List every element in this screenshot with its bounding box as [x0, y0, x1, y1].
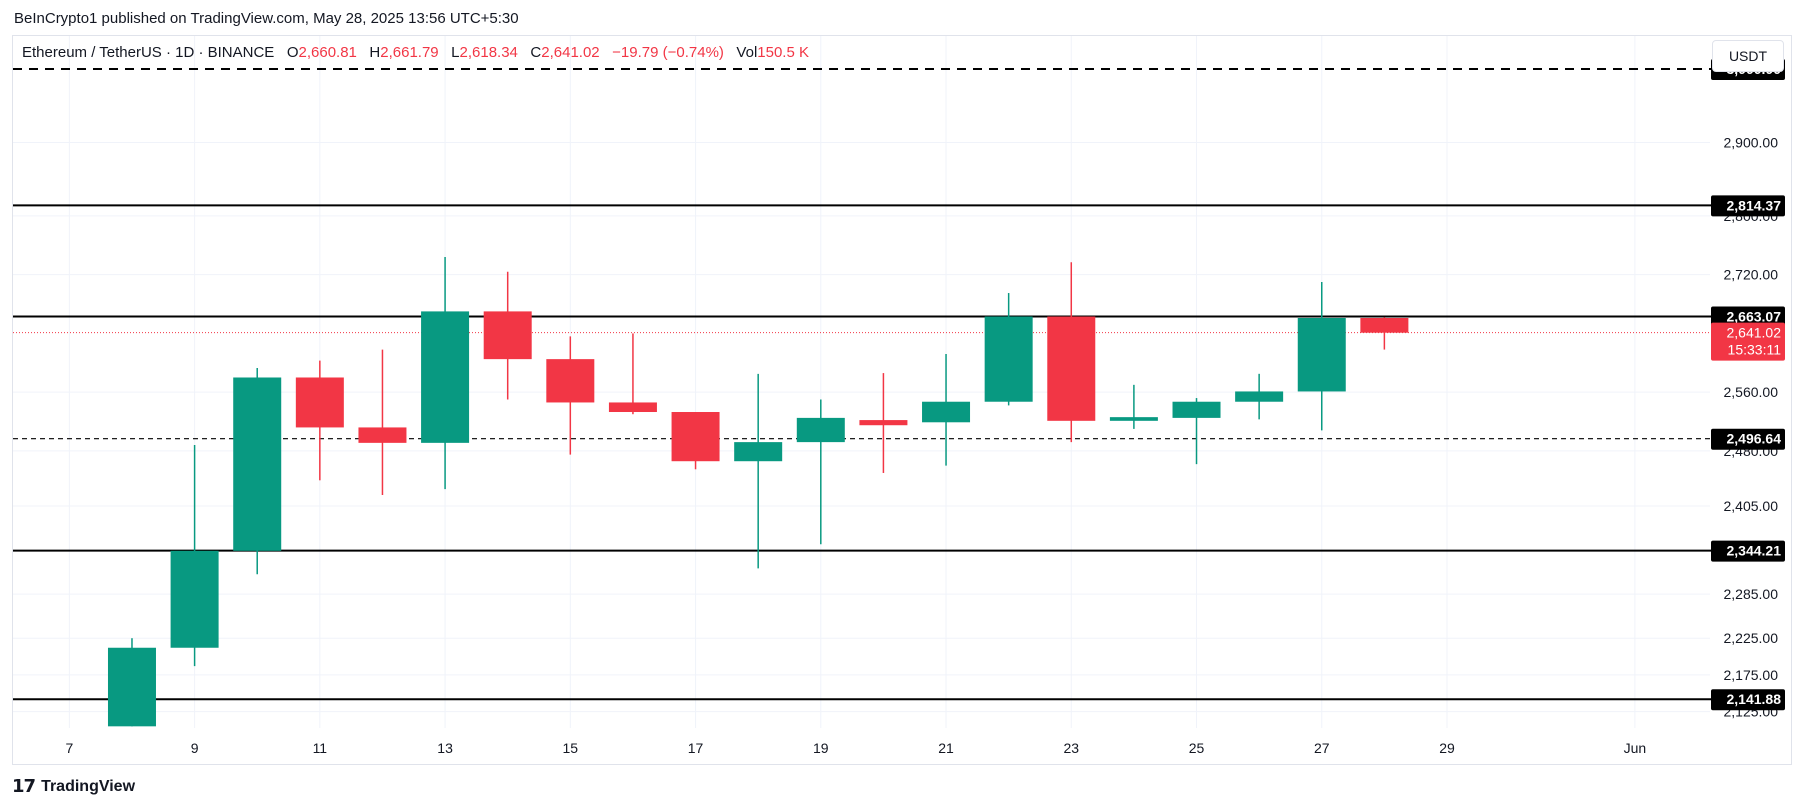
candle-up[interactable]: [233, 367, 282, 575]
candle-body: [1297, 318, 1346, 392]
candle-down[interactable]: [859, 373, 908, 473]
x-tick-label: 27: [1314, 740, 1330, 756]
candle-body: [295, 377, 344, 428]
candle-down[interactable]: [608, 333, 657, 415]
open-value: 2,660.81: [298, 44, 357, 61]
candle-up[interactable]: [421, 257, 470, 490]
currency-button[interactable]: USDT: [1712, 40, 1784, 72]
candle-up[interactable]: [922, 353, 971, 466]
low-value: 2,618.34: [459, 44, 518, 61]
publisher-line: BeInCrypto1 published on TradingView.com…: [14, 10, 519, 27]
low-label: L: [451, 44, 460, 61]
candle-up[interactable]: [1109, 384, 1158, 429]
candle-body: [734, 442, 783, 462]
x-tick-label: 23: [1063, 740, 1079, 756]
candle-up[interactable]: [107, 638, 156, 727]
candles: [107, 257, 1409, 727]
level-price-tag: [1711, 195, 1785, 217]
ohlc-legend: Ethereum / TetherUS · 1D · BINANCE O2,66…: [22, 44, 809, 61]
level-price-tag-label: 2,663.07: [1727, 308, 1782, 324]
level-price-tag-label: 2,496.64: [1727, 431, 1782, 447]
x-tick-label: 19: [813, 740, 829, 756]
x-tick-label: 9: [191, 740, 199, 756]
level-price-tag-label: 2,141.88: [1727, 691, 1782, 707]
y-tick-label: 2,720.00: [1724, 267, 1779, 283]
candle-down[interactable]: [1047, 262, 1096, 443]
level-price-tag-label: 2,344.21: [1727, 543, 1782, 559]
volume-value: 150.5 K: [757, 44, 809, 61]
chart-frame: [12, 35, 1792, 765]
level-price-tag: [1711, 540, 1785, 562]
tradingview-brand: TradingView: [41, 777, 136, 795]
candle-body: [170, 550, 219, 648]
level-lines: [13, 68, 1714, 701]
candle-body: [1235, 391, 1284, 402]
tradingview-logo-icon: 17: [12, 776, 36, 797]
candle-body: [796, 417, 845, 443]
volume-label: Vol: [736, 44, 758, 61]
close-value: 2,641.02: [541, 44, 600, 61]
candle-up[interactable]: [1172, 398, 1221, 465]
x-tick-label: 13: [437, 740, 453, 756]
y-tick-label: 2,175.00: [1724, 667, 1779, 683]
axis-labels: 7911131517192123252729Jun2,900.002,800.0…: [65, 134, 1778, 756]
candle-up[interactable]: [1297, 282, 1346, 431]
y-tick-label: 2,285.00: [1724, 586, 1779, 602]
candle-body: [358, 427, 407, 443]
candle-down[interactable]: [1360, 317, 1409, 350]
candle-body: [922, 401, 971, 423]
close-label: C: [530, 44, 542, 61]
candle-up[interactable]: [984, 293, 1033, 406]
x-tick-label: 11: [313, 740, 328, 756]
candle-up[interactable]: [734, 373, 783, 569]
candle-body: [421, 311, 470, 443]
x-tick-label: 17: [688, 740, 704, 756]
y-tick-label: 2,900.00: [1724, 134, 1779, 150]
candle-body: [546, 359, 595, 403]
open-label: O: [286, 44, 299, 61]
current-price-label: 2,641.02: [1727, 325, 1782, 341]
level-price-tag: [1711, 428, 1785, 450]
tradingview-footer[interactable]: 17 TradingView: [12, 776, 135, 797]
candle-body: [1360, 318, 1409, 333]
candle-body: [608, 402, 657, 413]
candle-body: [1109, 417, 1158, 421]
price-tags: 3,000.002,814.372,663.072,496.642,344.21…: [1711, 59, 1785, 711]
candle-body: [671, 412, 720, 462]
x-tick-label: 25: [1189, 740, 1205, 756]
candle-body: [1047, 316, 1096, 421]
candle-body: [107, 647, 156, 727]
candle-up[interactable]: [1235, 373, 1284, 420]
candle-body: [1172, 401, 1221, 418]
symbol-label[interactable]: Ethereum / TetherUS · 1D · BINANCE: [22, 44, 275, 61]
candle-body: [859, 420, 908, 426]
candle-body: [483, 311, 532, 360]
candle-body: [233, 377, 282, 551]
y-tick-label: 2,560.00: [1724, 384, 1779, 400]
change-value: −19.79 (−0.74%): [612, 44, 724, 61]
level-price-tag: [1711, 689, 1785, 711]
current-price-tag: [1711, 322, 1785, 361]
candle-up[interactable]: [170, 445, 219, 667]
x-tick-label: 21: [938, 740, 954, 756]
y-tick-label: 2,225.00: [1724, 630, 1779, 646]
candle-down[interactable]: [671, 412, 720, 470]
x-tick-label: 29: [1439, 740, 1455, 756]
candle-body: [984, 316, 1033, 402]
x-tick-label: 15: [563, 740, 579, 756]
candle-down[interactable]: [295, 360, 344, 481]
candle-down[interactable]: [546, 336, 595, 455]
candle-down[interactable]: [483, 271, 532, 400]
countdown-label: 15:33:11: [1728, 342, 1782, 358]
level-price-tag: [1711, 306, 1785, 328]
y-tick-label: 2,405.00: [1724, 498, 1779, 514]
high-value: 2,661.79: [380, 44, 439, 61]
x-tick-label: Jun: [1624, 740, 1647, 756]
high-label: H: [369, 44, 381, 61]
x-tick-label: 7: [65, 740, 73, 756]
candle-down[interactable]: [358, 349, 407, 495]
level-price-tag-label: 2,814.37: [1727, 197, 1782, 213]
candle-up[interactable]: [796, 399, 845, 545]
